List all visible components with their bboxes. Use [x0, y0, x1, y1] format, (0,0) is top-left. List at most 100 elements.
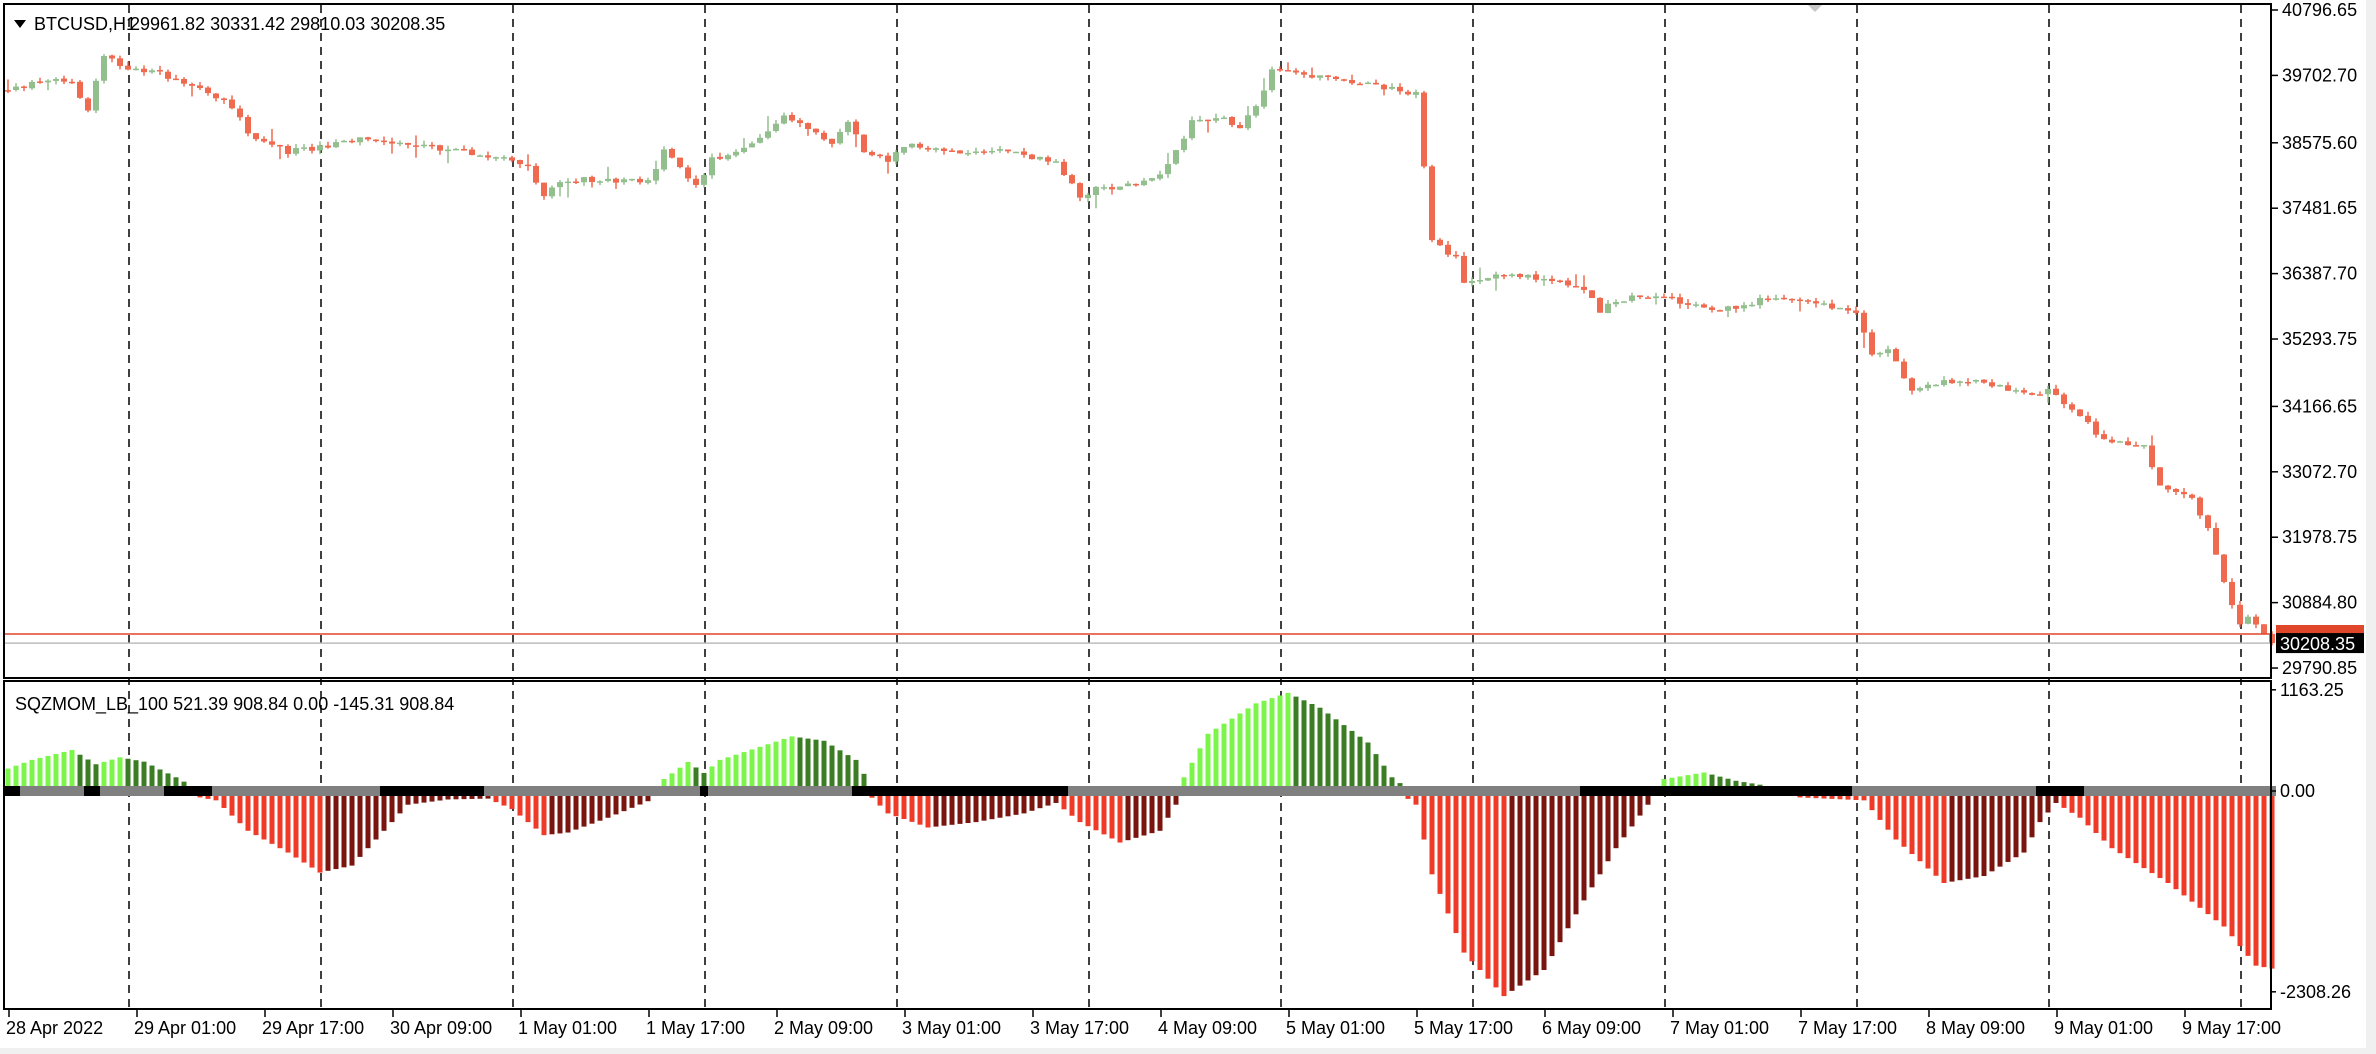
momentum-bar: [797, 737, 803, 786]
candle: [1917, 386, 1923, 393]
candle-body: [765, 131, 771, 138]
candle: [573, 178, 579, 184]
candle: [885, 152, 891, 174]
candle: [309, 143, 315, 154]
momentum-bar: [1221, 723, 1227, 786]
momentum-bar: [1237, 713, 1243, 786]
momentum-bar: [1669, 777, 1675, 786]
candle: [1757, 294, 1763, 309]
candle-body: [53, 78, 59, 81]
candle: [1221, 115, 1227, 120]
candle-body: [1117, 186, 1123, 190]
candle-body: [1389, 86, 1395, 89]
candle: [1013, 151, 1019, 154]
momentum-bar: [1837, 796, 1843, 800]
candle: [2245, 614, 2251, 625]
momentum-bar: [253, 796, 259, 836]
candle: [525, 154, 531, 171]
momentum-bar: [1445, 796, 1451, 914]
price-axis[interactable]: 40796.65 39702.70 38575.60 37481.65 36387.70…: [2271, 0, 2364, 678]
candle: [1277, 66, 1283, 72]
candle-body: [997, 149, 1003, 151]
candle-body: [677, 157, 683, 168]
candle-body: [805, 123, 811, 129]
momentum-bar: [1133, 796, 1139, 838]
candle: [1405, 89, 1411, 96]
candle: [2101, 430, 2107, 440]
candle: [709, 153, 715, 179]
candle: [1573, 274, 1579, 288]
candle-body: [13, 86, 19, 91]
candle-body: [1453, 254, 1459, 257]
candle: [1717, 309, 1723, 312]
momentum-bar: [381, 796, 387, 831]
main-chart-panel[interactable]: [3, 3, 2272, 679]
momentum-bar: [229, 796, 235, 816]
momentum-bar: [1069, 796, 1075, 816]
momentum-bar: [2021, 796, 2027, 853]
candle-body: [477, 155, 483, 157]
candle-body: [1709, 307, 1715, 310]
candle-body: [1565, 280, 1571, 286]
candle-body: [1021, 151, 1027, 155]
candle: [2189, 493, 2195, 500]
candle-body: [1813, 301, 1819, 304]
candle-body: [581, 177, 587, 183]
candle: [1877, 351, 1883, 358]
candle: [317, 141, 323, 155]
candle-body: [893, 152, 899, 162]
momentum-bar: [1397, 783, 1403, 786]
candle: [1845, 305, 1851, 314]
momentum-bar: [2125, 796, 2131, 859]
momentum-bar: [1717, 776, 1723, 786]
candle-body: [1765, 298, 1771, 301]
candle-body: [2133, 445, 2139, 447]
momentum-bar: [2197, 796, 2203, 908]
candle: [1021, 147, 1027, 158]
candle: [1741, 302, 1747, 312]
candle: [485, 151, 491, 161]
momentum-bar: [1173, 796, 1179, 805]
momentum-bar: [101, 761, 107, 786]
price-label: 35293.75: [2282, 329, 2357, 349]
indicator-panel[interactable]: [3, 680, 2272, 1010]
momentum-bar: [1589, 796, 1595, 888]
candle-body: [1213, 118, 1219, 121]
indicator-axis[interactable]: 1163.25 0.00 -2308.26: [2271, 680, 2351, 1002]
candle: [909, 143, 915, 149]
momentum-bar: [781, 739, 787, 786]
momentum-bar: [293, 796, 299, 858]
momentum-bar: [5, 768, 11, 786]
candle-body: [2237, 604, 2243, 625]
candle-body: [2069, 404, 2075, 410]
candle-body: [1253, 106, 1259, 116]
candle-body: [2229, 581, 2235, 606]
candle-body: [813, 128, 819, 133]
candle-body: [253, 133, 259, 140]
candle-body: [1293, 70, 1299, 73]
squeeze-segment-off: [708, 786, 852, 796]
candle: [1125, 180, 1131, 187]
candle: [1965, 378, 1971, 387]
candle-body: [149, 70, 155, 73]
candle-body: [1557, 280, 1563, 283]
candle-body: [925, 147, 931, 150]
candle-body: [1205, 119, 1211, 122]
candle-body: [341, 140, 347, 143]
chart-shift-marker-icon[interactable]: [1808, 5, 1822, 12]
candle: [1373, 79, 1379, 85]
candle-body: [453, 148, 459, 151]
momentum-bar: [1829, 796, 1835, 799]
momentum-bar: [517, 796, 523, 816]
momentum-bar: [1565, 796, 1571, 929]
collapse-triangle-icon[interactable]: [14, 20, 26, 28]
momentum-bar: [1677, 776, 1683, 786]
momentum-bar: [2053, 796, 2059, 803]
candle-body: [1853, 310, 1859, 313]
candle: [221, 97, 227, 104]
momentum-bar: [349, 796, 355, 866]
time-axis[interactable]: 28 Apr 2022 29 Apr 01:00 29 Apr 17:00 30 Ap…: [6, 1009, 2281, 1038]
candle: [829, 138, 835, 148]
candle: [1837, 307, 1843, 310]
